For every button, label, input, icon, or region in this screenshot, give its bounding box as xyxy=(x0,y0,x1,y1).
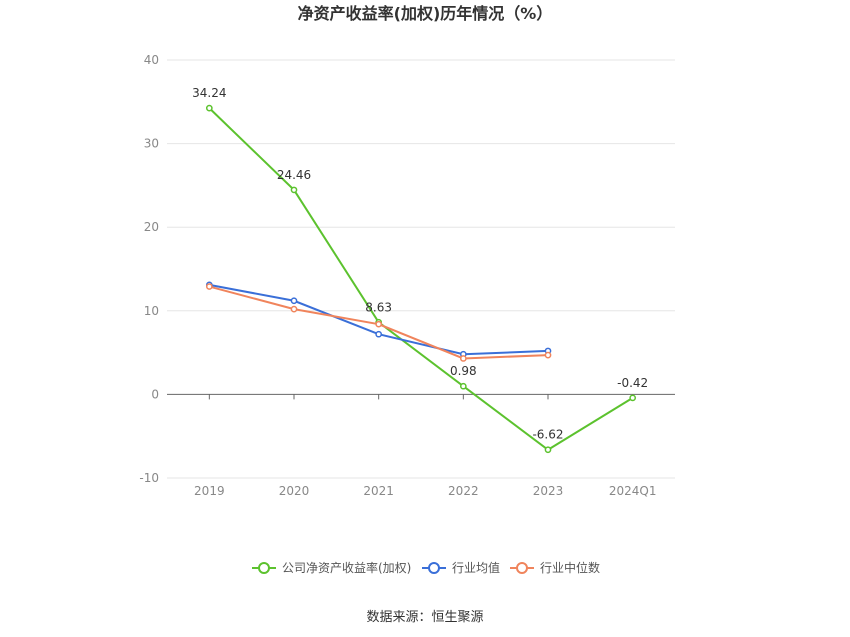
data-label: -0.42 xyxy=(617,376,648,390)
y-tick-label: 30 xyxy=(144,137,159,151)
data-point[interactable] xyxy=(290,305,298,313)
grid-layer xyxy=(167,59,675,479)
data-label: 24.46 xyxy=(277,168,311,182)
data-point[interactable] xyxy=(375,320,383,328)
chart-title: 净资产收益率(加权)历年情况（%） xyxy=(298,4,553,23)
x-tick-label: 2021 xyxy=(363,484,394,498)
data-label: 0.98 xyxy=(450,364,477,378)
data-point[interactable] xyxy=(205,283,213,290)
y-tick-label: 40 xyxy=(144,53,159,67)
legend-swatch-marker xyxy=(258,562,270,574)
x-tick-label: 2024Q1 xyxy=(609,484,657,498)
data-label: 34.24 xyxy=(192,86,226,100)
data-label: -6.62 xyxy=(532,428,563,442)
source-note: 数据来源：恒生聚源 xyxy=(366,610,483,625)
data-label-layer: 34.24 24.46 8.63 0.98 -6.62 -0.42 xyxy=(192,86,648,442)
y-tick-label: -10 xyxy=(139,471,159,485)
legend-swatch-marker xyxy=(428,562,440,574)
data-point[interactable] xyxy=(629,394,637,402)
series-0 xyxy=(205,104,637,454)
legend-item-1[interactable]: 行业均值 xyxy=(422,560,500,575)
x-tick-label: 2022 xyxy=(448,484,479,498)
legend-label: 行业均值 xyxy=(452,560,500,575)
series-2 xyxy=(205,283,552,362)
data-point[interactable] xyxy=(290,186,298,194)
data-point[interactable] xyxy=(459,382,467,390)
data-point[interactable] xyxy=(375,330,383,338)
legend-label: 行业中位数 xyxy=(540,560,600,575)
data-point[interactable] xyxy=(205,104,213,112)
legend-label: 公司净资产收益率(加权) xyxy=(282,560,411,575)
x-tick-label: 2023 xyxy=(533,484,564,498)
data-point[interactable] xyxy=(459,355,467,362)
y-tick-label: 20 xyxy=(144,220,159,234)
series-layer xyxy=(205,104,637,454)
series-line xyxy=(208,107,634,451)
data-point[interactable] xyxy=(544,446,552,454)
data-label: 8.63 xyxy=(365,300,392,314)
legend-item-2[interactable]: 行业中位数 xyxy=(510,560,600,575)
data-point[interactable] xyxy=(544,351,552,359)
legend-item-0[interactable]: 公司净资产收益率(加权) xyxy=(252,560,411,575)
data-point[interactable] xyxy=(290,297,298,305)
axis-layer: -10 0 10 20 30 40 2019 2020 2021 2022 2023 2024Q1 xyxy=(139,53,675,498)
y-tick-label: 0 xyxy=(151,387,159,401)
x-tick-label: 2019 xyxy=(194,484,225,498)
legend[interactable]: 公司净资产收益率(加权) 行业均值 行业中位数 xyxy=(252,560,600,575)
y-tick-label: 10 xyxy=(144,304,159,318)
x-tick-label: 2020 xyxy=(279,484,310,498)
legend-swatch-marker xyxy=(516,562,528,574)
